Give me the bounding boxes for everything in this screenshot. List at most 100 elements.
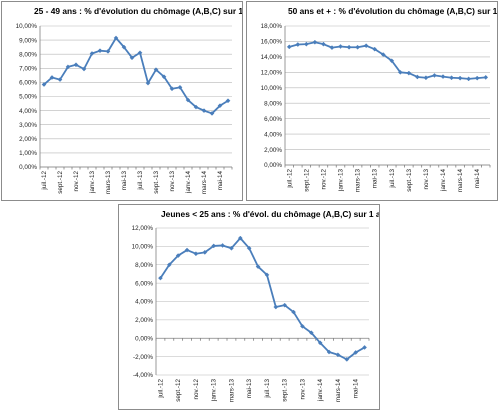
chart-title: Jeunes < 25 ans : % d'évol. du chômage (… <box>161 209 379 219</box>
y-tick-label: 18,00% <box>261 23 283 30</box>
data-point <box>291 309 296 315</box>
data-point <box>81 66 87 72</box>
data-point <box>220 243 225 248</box>
data-point <box>308 330 314 336</box>
x-tick-label: juil.-12 <box>157 379 164 399</box>
data-point <box>344 356 350 362</box>
x-tick-label: mai-14 <box>353 379 360 399</box>
y-tick-label: 12,00% <box>132 225 154 232</box>
x-tick-label: mars-14 <box>201 171 208 195</box>
x-tick-label: juil.-13 <box>389 169 396 189</box>
y-tick-label: 1,00% <box>19 150 37 157</box>
y-tick-label: 2,00% <box>264 147 282 154</box>
data-point <box>237 235 243 241</box>
y-tick-label: 14,00% <box>261 54 283 61</box>
data-point <box>185 97 191 103</box>
x-tick-label: mai-14 <box>474 169 481 189</box>
data-point <box>49 75 55 80</box>
y-tick-label: 10,00% <box>16 23 38 30</box>
x-tick-label: nov.-13 <box>169 171 176 192</box>
data-point <box>474 75 480 81</box>
x-tick-label: sept.-13 <box>282 379 289 402</box>
data-point <box>166 262 172 268</box>
data-point <box>329 45 335 51</box>
x-tick-label: sept.-13 <box>406 169 413 192</box>
data-point <box>440 74 446 79</box>
y-tick-label: 12,00% <box>261 70 283 77</box>
data-point <box>229 245 234 251</box>
data-point <box>158 275 163 281</box>
data-point <box>246 245 252 251</box>
x-tick-label: janv.-14 <box>440 169 447 192</box>
x-tick-label: mai-14 <box>217 171 224 191</box>
x-tick-label: nov.-13 <box>299 379 306 400</box>
data-point <box>321 41 326 47</box>
data-point <box>177 84 183 90</box>
data-point <box>209 111 215 116</box>
data-point <box>153 67 159 73</box>
data-point <box>423 75 429 81</box>
data-point <box>264 272 270 278</box>
x-tick-label: nov.-12 <box>320 169 327 190</box>
y-tick-label: 4,00% <box>135 299 153 306</box>
x-tick-label: nov.-13 <box>423 169 430 190</box>
chart-title: 50 ans et + : % d'évolution du chômage (… <box>288 6 497 16</box>
data-point <box>65 64 71 70</box>
chart-50-plus: 50 ans et + : % d'évolution du chômage (… <box>261 6 497 193</box>
x-tick-label: mars-13 <box>228 379 235 403</box>
y-tick-label: 10,00% <box>132 244 154 251</box>
x-tick-label: mars-14 <box>457 169 464 193</box>
data-point <box>432 73 437 78</box>
x-tick-label: mars-13 <box>105 171 112 195</box>
x-tick-label: juil.-12 <box>41 171 48 191</box>
data-point <box>355 44 360 50</box>
data-point <box>161 74 167 80</box>
data-point <box>193 251 199 257</box>
data-point <box>362 345 367 350</box>
y-tick-label: 8,00% <box>264 100 282 107</box>
data-point <box>225 98 231 104</box>
y-tick-label: 2,00% <box>19 136 37 143</box>
data-point <box>312 39 318 45</box>
data-point <box>300 323 305 329</box>
x-tick-label: juil.-12 <box>286 169 293 189</box>
x-tick-label: sept.-12 <box>303 169 310 192</box>
data-point <box>286 44 292 50</box>
y-tick-label: 0,00% <box>135 335 153 342</box>
chart-panel-25-49: 25 - 49 ans : % d'évolution du chômage (… <box>1 1 243 201</box>
data-point <box>457 75 463 81</box>
data-point <box>389 58 395 64</box>
x-tick-label: sept.-12 <box>175 379 182 402</box>
data-point <box>169 86 175 92</box>
x-tick-label: mai-13 <box>372 169 379 189</box>
chart-panel-jeunes: Jeunes < 25 ans : % d'évol. du chômage (… <box>118 204 380 410</box>
data-point <box>273 304 279 310</box>
y-tick-label: -2,00% <box>133 354 153 361</box>
data-point <box>353 350 359 355</box>
data-point <box>193 104 199 110</box>
series-line <box>159 237 366 361</box>
y-tick-label: -4,00% <box>133 372 153 379</box>
data-point <box>89 51 95 56</box>
chart-25-49: 25 - 49 ans : % d'évolution du chômage (… <box>16 6 242 195</box>
y-tick-label: 5,00% <box>19 94 37 101</box>
y-tick-label: 0,00% <box>19 164 37 171</box>
data-point <box>113 35 119 41</box>
data-point <box>406 70 412 76</box>
data-point <box>303 41 309 47</box>
data-point <box>449 75 454 81</box>
chart-jeunes: Jeunes < 25 ans : % d'évol. du chômage (… <box>132 209 379 403</box>
data-point <box>129 55 135 61</box>
x-tick-label: nov.-12 <box>73 171 80 192</box>
data-point <box>121 44 127 50</box>
data-point <box>73 62 79 68</box>
y-tick-label: 8,00% <box>19 51 37 58</box>
x-tick-label: nov.-12 <box>193 379 200 400</box>
data-point <box>338 44 343 49</box>
chart-title: 25 - 49 ans : % d'évolution du chômage (… <box>34 6 242 16</box>
data-point <box>201 108 207 113</box>
chart-panel-50-plus: 50 ans et + : % d'évolution du chômage (… <box>246 1 498 201</box>
data-point <box>295 42 301 47</box>
data-point <box>380 52 386 57</box>
y-tick-label: 6,00% <box>19 80 37 87</box>
